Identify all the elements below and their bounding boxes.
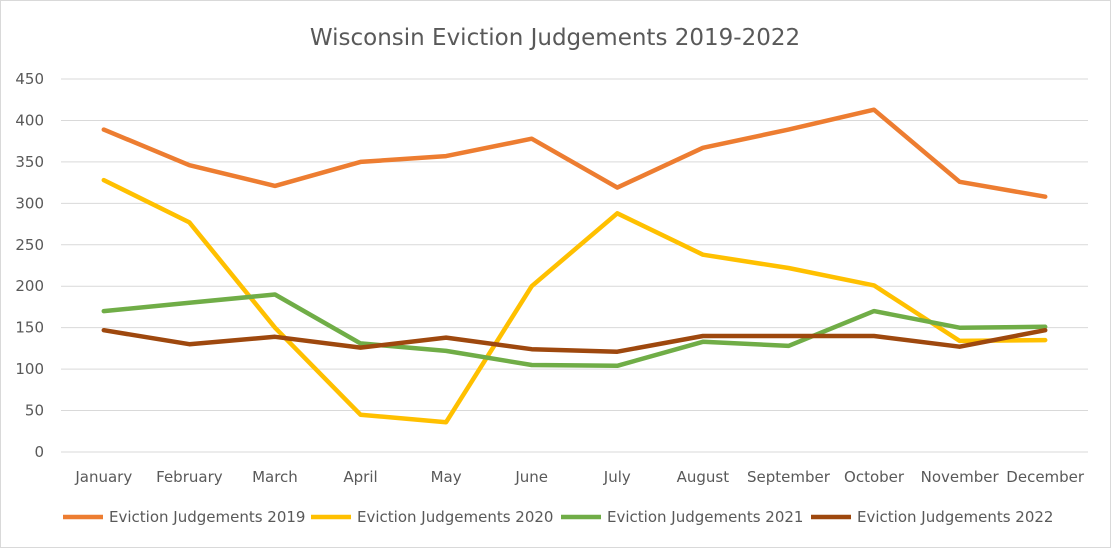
series-line	[101, 177, 1048, 425]
x-tick-label: June	[514, 468, 548, 486]
x-axis-ticks: January February March April May June July Augu…	[74, 468, 1085, 486]
grid-lines	[61, 78, 1088, 453]
series-lines	[101, 107, 1048, 425]
y-tick-label: 200	[15, 277, 44, 295]
y-tick-label: 250	[15, 236, 44, 254]
x-tick-label: February	[156, 468, 223, 486]
y-tick-label: 400	[15, 111, 44, 129]
legend-label: Eviction Judgements 2021	[607, 508, 803, 526]
y-tick-label: 300	[15, 194, 44, 212]
series-line	[101, 107, 1048, 199]
legend-entry: Eviction Judgements 2022	[811, 508, 1053, 526]
legend-entry: Eviction Judgements 2019	[63, 508, 305, 526]
legend-label: Eviction Judgements 2020	[357, 508, 553, 526]
series-group	[101, 107, 1048, 199]
x-tick-label: January	[74, 468, 132, 486]
y-axis-ticks: 0 50 100 150 200 250 300 350 400 450	[15, 70, 44, 461]
x-tick-label: May	[431, 468, 462, 486]
y-tick-label: 0	[34, 443, 44, 461]
series-group	[101, 292, 1048, 369]
legend-label: Eviction Judgements 2022	[857, 508, 1053, 526]
series-line	[101, 327, 1048, 354]
legend: Eviction Judgements 2019 Eviction Judgeme…	[63, 508, 1053, 526]
legend-label: Eviction Judgements 2019	[109, 508, 305, 526]
x-tick-label: November	[921, 468, 1000, 486]
y-tick-label: 100	[15, 360, 44, 378]
y-tick-label: 150	[15, 319, 44, 337]
legend-entry: Eviction Judgements 2020	[311, 508, 553, 526]
x-tick-label: August	[677, 468, 730, 486]
x-tick-label: September	[747, 468, 831, 486]
x-tick-label: March	[252, 468, 298, 486]
series-group	[101, 327, 1048, 354]
x-tick-label: July	[603, 468, 631, 486]
legend-entry: Eviction Judgements 2021	[561, 508, 803, 526]
y-tick-label: 450	[15, 70, 44, 88]
series-line	[101, 292, 1048, 369]
x-tick-label: October	[844, 468, 905, 486]
x-tick-label: April	[343, 468, 377, 486]
y-tick-label: 50	[25, 402, 44, 420]
chart-title: Wisconsin Eviction Judgements 2019-2022	[310, 25, 800, 51]
series-group	[101, 177, 1048, 425]
y-tick-label: 350	[15, 153, 44, 171]
x-tick-label: December	[1006, 468, 1085, 486]
